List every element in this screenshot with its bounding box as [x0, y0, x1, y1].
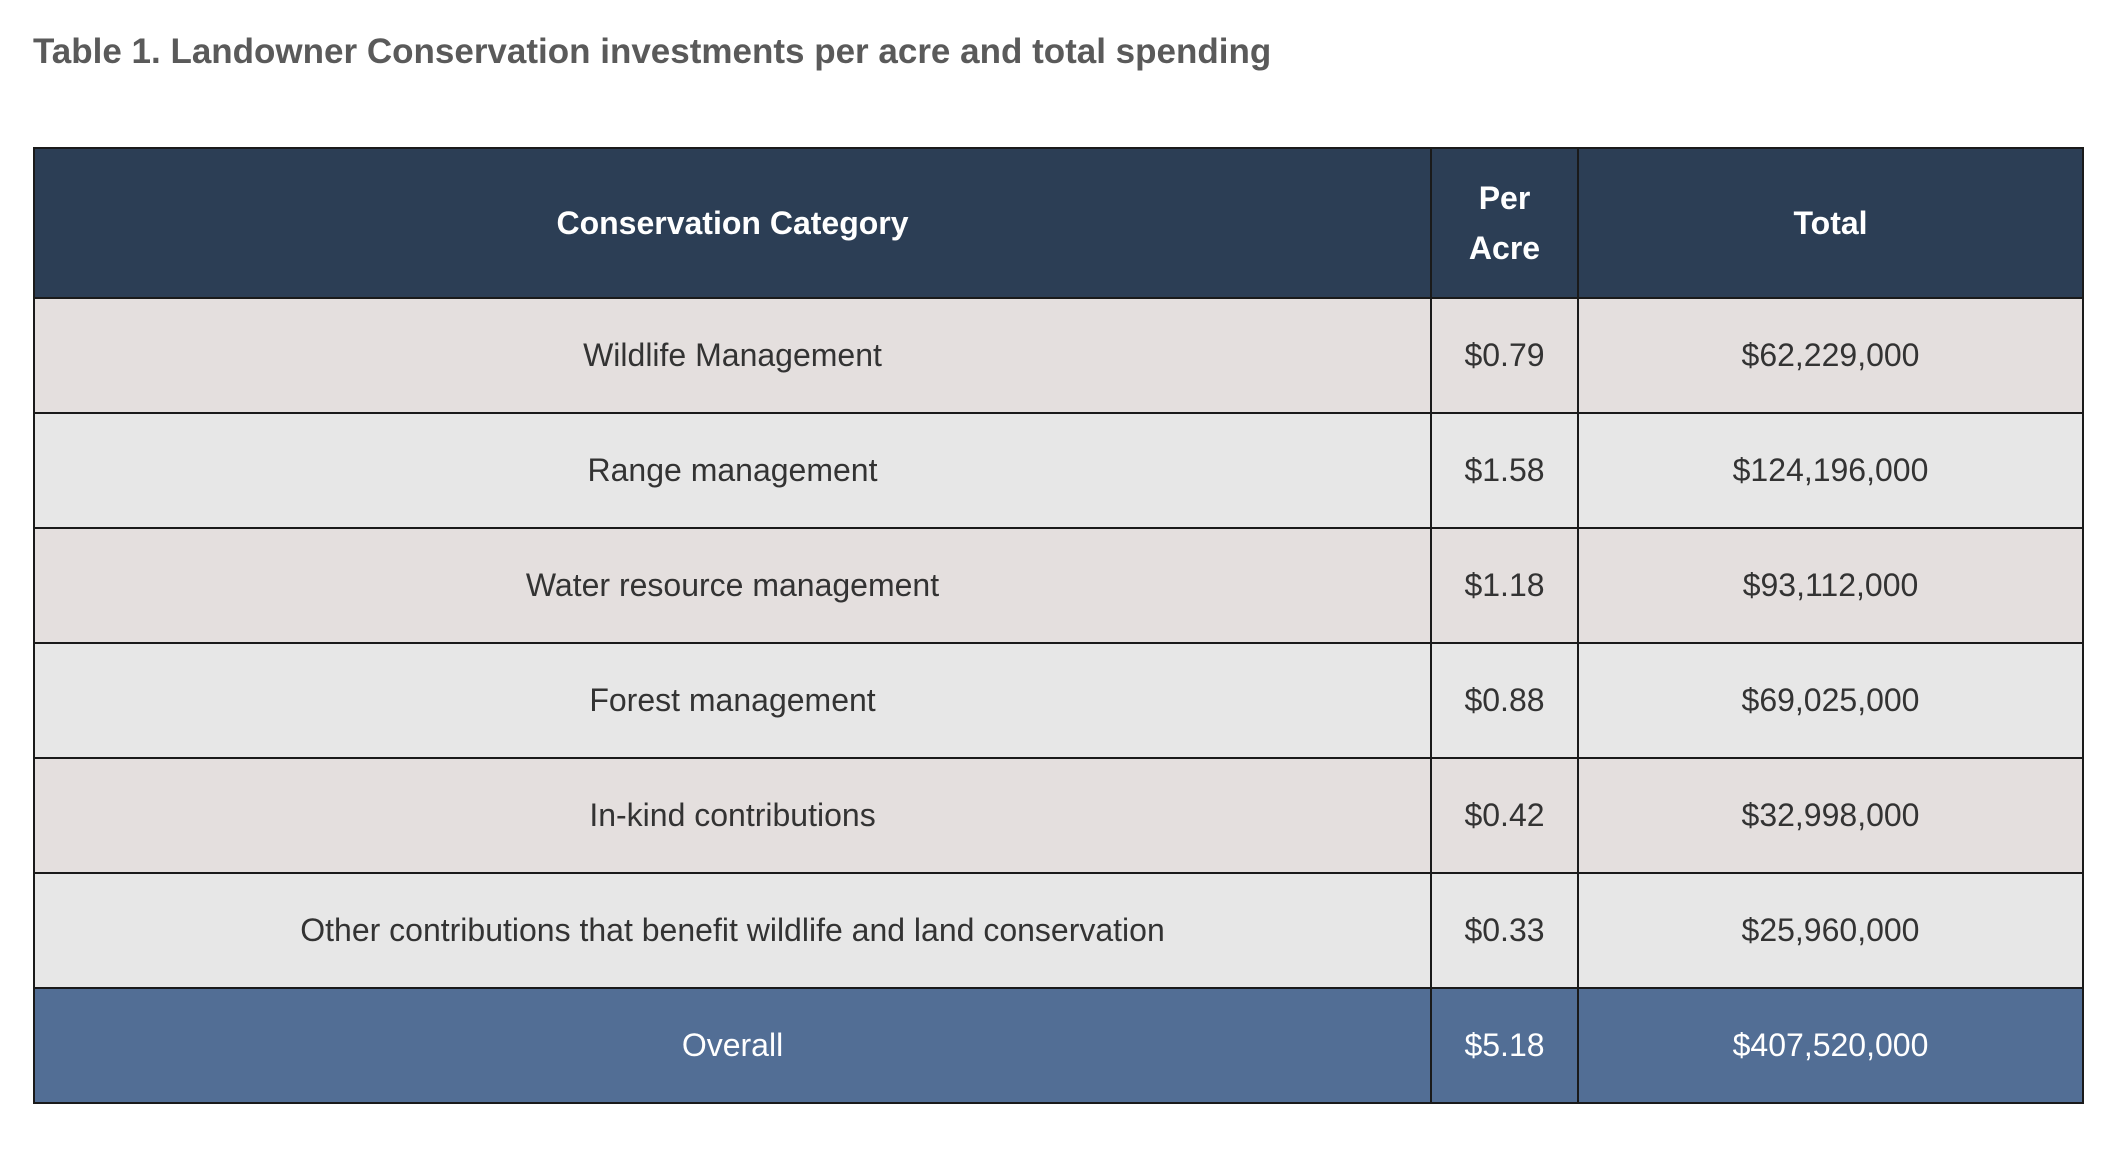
table-row: Forest management $0.88 $69,025,000	[33, 642, 2084, 759]
category-cell: Water resource management	[33, 527, 1432, 644]
per-acre-cell: $1.18	[1430, 527, 1579, 644]
per-acre-cell: $0.33	[1430, 872, 1579, 989]
header-per-acre-line2: Acre	[1468, 230, 1541, 266]
table-title: Table 1. Landowner Conservation investme…	[33, 32, 1272, 71]
category-cell: Other contributions that benefit wildlif…	[33, 872, 1432, 989]
table-row: In-kind contributions $0.42 $32,998,000	[33, 757, 2084, 874]
header-row: Conservation Category Per Acre Total	[33, 147, 2084, 299]
table-row: Wildlife Management $0.79 $62,229,000	[33, 297, 2084, 414]
category-cell: Forest management	[33, 642, 1432, 759]
total-cell: $32,998,000	[1577, 757, 2084, 874]
total-cell: $69,025,000	[1577, 642, 2084, 759]
overall-category-cell: Overall	[33, 987, 1432, 1104]
total-cell: $62,229,000	[1577, 297, 2084, 414]
category-cell: In-kind contributions	[33, 757, 1432, 874]
overall-row: Overall $5.18 $407,520,000	[33, 987, 2084, 1104]
per-acre-cell: $0.42	[1430, 757, 1579, 874]
category-cell: Wildlife Management	[33, 297, 1432, 414]
table-row: Range management $1.58 $124,196,000	[33, 412, 2084, 529]
header-conservation-category: Conservation Category	[33, 147, 1432, 299]
per-acre-cell: $1.58	[1430, 412, 1579, 529]
category-cell: Range management	[33, 412, 1432, 529]
per-acre-cell: $0.88	[1430, 642, 1579, 759]
total-cell: $25,960,000	[1577, 872, 2084, 989]
table-row: Water resource management $1.18 $93,112,…	[33, 527, 2084, 644]
header-per-acre: Per Acre	[1430, 147, 1579, 299]
overall-total-cell: $407,520,000	[1577, 987, 2084, 1104]
conservation-table: Conservation Category Per Acre Total Wild…	[33, 147, 2084, 1104]
header-total: Total	[1577, 147, 2084, 299]
total-cell: $93,112,000	[1577, 527, 2084, 644]
overall-per-acre-cell: $5.18	[1430, 987, 1579, 1104]
total-cell: $124,196,000	[1577, 412, 2084, 529]
per-acre-cell: $0.79	[1430, 297, 1579, 414]
table-row: Other contributions that benefit wildlif…	[33, 872, 2084, 989]
header-per-acre-line1: Per	[1478, 180, 1531, 216]
